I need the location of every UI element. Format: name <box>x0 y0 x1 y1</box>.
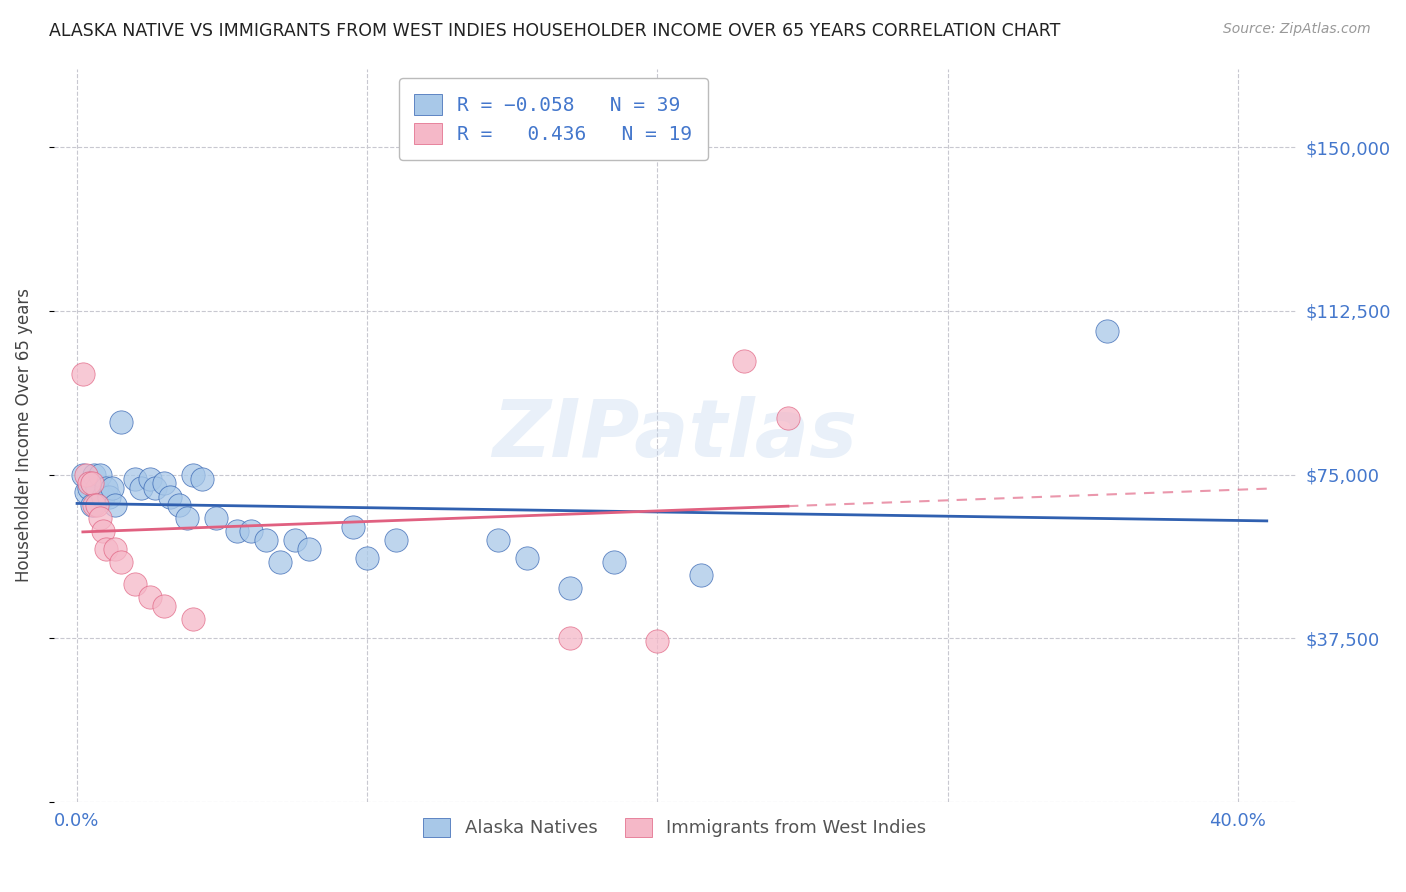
Point <box>385 533 408 548</box>
Point <box>690 568 713 582</box>
Point <box>167 498 190 512</box>
Point <box>205 511 228 525</box>
Point <box>240 524 263 539</box>
Point <box>138 590 160 604</box>
Point <box>86 498 108 512</box>
Point <box>91 524 114 539</box>
Point <box>80 476 103 491</box>
Point <box>94 541 117 556</box>
Point <box>77 481 100 495</box>
Point <box>254 533 277 548</box>
Point <box>356 550 378 565</box>
Text: ZIPatlas: ZIPatlas <box>492 396 858 475</box>
Point <box>181 612 204 626</box>
Point <box>91 490 114 504</box>
Point <box>83 498 105 512</box>
Point <box>733 354 755 368</box>
Point <box>176 511 198 525</box>
Text: Source: ZipAtlas.com: Source: ZipAtlas.com <box>1223 22 1371 37</box>
Point <box>298 541 321 556</box>
Point <box>181 467 204 482</box>
Point <box>153 599 176 613</box>
Legend: Alaska Natives, Immigrants from West Indies: Alaska Natives, Immigrants from West Ind… <box>416 811 934 845</box>
Point <box>83 467 105 482</box>
Point <box>94 481 117 495</box>
Point <box>104 498 127 512</box>
Point <box>80 498 103 512</box>
Point <box>124 577 146 591</box>
Point <box>159 490 181 504</box>
Point <box>145 481 167 495</box>
Y-axis label: Householder Income Over 65 years: Householder Income Over 65 years <box>15 288 32 582</box>
Point <box>776 411 799 425</box>
Point <box>75 467 97 482</box>
Point <box>98 490 121 504</box>
Point <box>129 481 152 495</box>
Point <box>516 550 538 565</box>
Point <box>191 472 214 486</box>
Point <box>86 481 108 495</box>
Point <box>486 533 509 548</box>
Point <box>1095 324 1118 338</box>
Point <box>153 476 176 491</box>
Point <box>75 485 97 500</box>
Point <box>138 472 160 486</box>
Point <box>124 472 146 486</box>
Point <box>72 467 94 482</box>
Point <box>284 533 307 548</box>
Point <box>89 511 111 525</box>
Point <box>560 581 582 595</box>
Point <box>110 415 132 429</box>
Point <box>647 633 669 648</box>
Point <box>104 541 127 556</box>
Point <box>225 524 247 539</box>
Point <box>560 632 582 646</box>
Point <box>342 520 364 534</box>
Text: ALASKA NATIVE VS IMMIGRANTS FROM WEST INDIES HOUSEHOLDER INCOME OVER 65 YEARS CO: ALASKA NATIVE VS IMMIGRANTS FROM WEST IN… <box>49 22 1060 40</box>
Point <box>89 467 111 482</box>
Point <box>72 368 94 382</box>
Point <box>269 555 291 569</box>
Point <box>110 555 132 569</box>
Point <box>77 476 100 491</box>
Point <box>101 481 124 495</box>
Point <box>603 555 626 569</box>
